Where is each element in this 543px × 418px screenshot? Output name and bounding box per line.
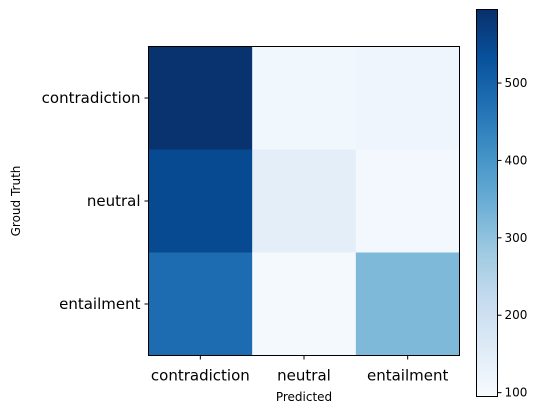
heatmap-cells [148, 46, 460, 356]
heatmap-cell [355, 252, 460, 356]
colorbar-tick-label: 500 [505, 76, 528, 90]
x-axis-label: Predicted [276, 390, 332, 404]
y-tick-label: neutral [87, 192, 141, 210]
heatmap-cell [148, 149, 253, 253]
x-tick-label: neutral [277, 367, 331, 385]
colorbar-tick-label: 100 [505, 386, 528, 400]
heatmap-cell [355, 46, 460, 150]
colorbar-tick-label: 300 [505, 231, 528, 245]
x-tick-label: contradiction [151, 367, 250, 385]
heatmap-cell [148, 46, 253, 150]
heatmap-cell [148, 252, 253, 356]
x-axis: contradiction neutral entailment [151, 355, 448, 385]
colorbar [476, 9, 498, 397]
y-axis-label: Groud Truth [9, 166, 23, 237]
colorbar-tick-label: 200 [505, 308, 528, 322]
y-axis: contradiction neutral entailment [42, 89, 149, 313]
y-tick-label: contradiction [42, 89, 141, 107]
heatmap-cell [252, 252, 357, 356]
y-tick-label: entailment [59, 295, 140, 313]
heatmap-cell [252, 149, 357, 253]
colorbar-ticks: 100 200 300 400 500 [497, 76, 528, 400]
x-tick-label: entailment [367, 367, 448, 385]
colorbar-tick-label: 400 [505, 153, 528, 167]
heatmap-cell [252, 46, 357, 150]
heatmap-cell [355, 149, 460, 253]
